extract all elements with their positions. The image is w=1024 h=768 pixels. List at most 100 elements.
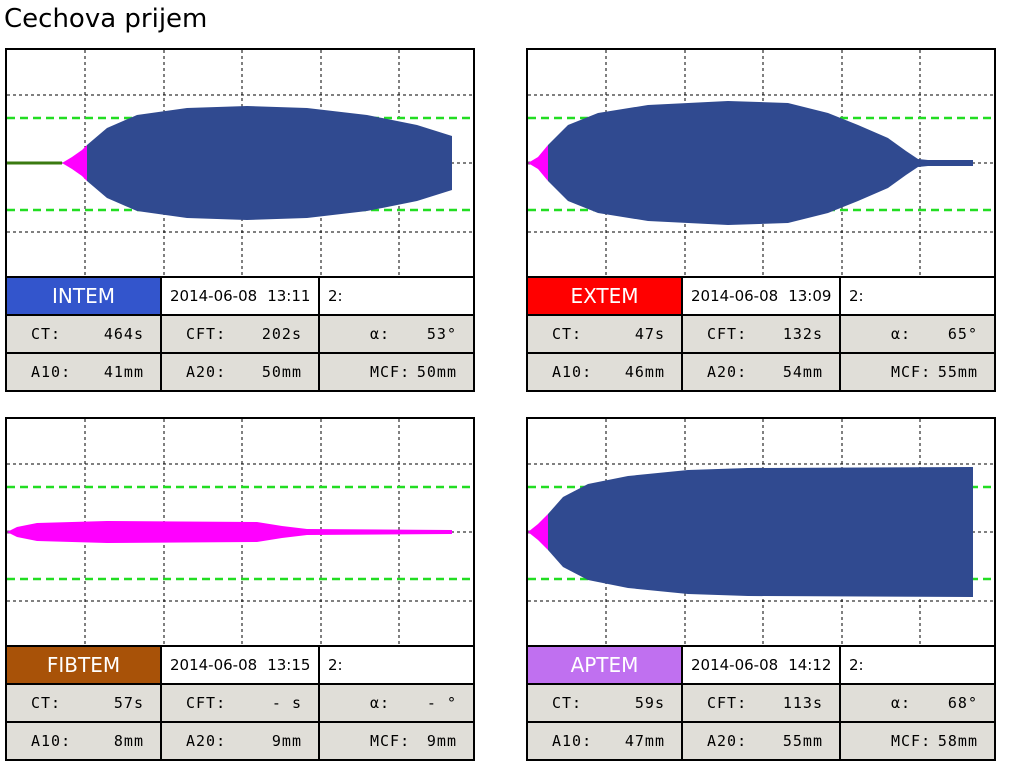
parameter-value: 113s xyxy=(782,694,823,712)
parameter-label: α: xyxy=(370,694,391,712)
parameter-value: 47s xyxy=(634,325,665,343)
parameter: CFT: - s xyxy=(160,683,320,723)
parameter-value: 55mm xyxy=(937,363,978,381)
parameter: A20: 54mm xyxy=(681,352,841,392)
timestamp: 2014-06-08 13:15 xyxy=(160,645,320,685)
date: 2014-06-08 xyxy=(691,656,779,674)
parameter: A20: 9mm xyxy=(160,721,320,761)
parameter-value: 59s xyxy=(634,694,665,712)
parameter-label: A20: xyxy=(707,732,748,750)
parameter-label: CFT: xyxy=(186,325,227,343)
parameter: CT: 464s xyxy=(5,314,162,354)
parameter-value: 65° xyxy=(947,325,978,343)
parameter-label: A10: xyxy=(552,363,593,381)
parameter: CT: 59s xyxy=(526,683,683,723)
parameter-value: 68° xyxy=(947,694,978,712)
date: 2014-06-08 xyxy=(170,656,258,674)
test-name-text: FIBTEM xyxy=(46,653,121,677)
parameter-label: α: xyxy=(370,325,391,343)
graph xyxy=(528,419,994,645)
test-name-text: INTEM xyxy=(52,284,115,308)
time: 14:12 xyxy=(788,656,832,674)
panel: FIBTEM 2014-06-08 13:15 2: CT: 57s CFT: - s α: - … xyxy=(5,417,475,761)
parameter-label: α: xyxy=(891,694,912,712)
parameter-value: 9mm xyxy=(426,732,457,750)
channel-text: 2: xyxy=(849,287,864,305)
parameter-value: 9mm xyxy=(271,732,302,750)
parameter-label: MCF: xyxy=(891,732,932,750)
graph-area xyxy=(526,48,996,278)
channel: 2: xyxy=(318,276,475,316)
graph xyxy=(7,419,473,645)
parameter: CFT: 202s xyxy=(160,314,320,354)
parameter-label: CT: xyxy=(31,325,62,343)
panel: EXTEM 2014-06-08 13:09 2: CT: 47s CFT: 132s α: 65… xyxy=(526,48,996,392)
parameter: α: 65° xyxy=(839,314,996,354)
parameter-label: A20: xyxy=(186,363,227,381)
test-name: FIBTEM xyxy=(5,645,162,685)
parameter: α: 68° xyxy=(839,683,996,723)
parameter: MCF: 9mm xyxy=(318,721,475,761)
parameter-value: 58mm xyxy=(937,732,978,750)
parameter: CFT: 113s xyxy=(681,683,841,723)
parameter: MCF: 58mm xyxy=(839,721,996,761)
parameter-value: 57s xyxy=(113,694,144,712)
graph-area xyxy=(5,48,475,278)
time: 13:15 xyxy=(267,656,311,674)
page-title: Cechova prijem xyxy=(4,4,208,34)
channel: 2: xyxy=(839,276,996,316)
parameter-label: CFT: xyxy=(707,325,748,343)
graph xyxy=(7,50,473,276)
parameter-label: A20: xyxy=(186,732,227,750)
parameter-label: A10: xyxy=(552,732,593,750)
timestamp: 2014-06-08 13:11 xyxy=(160,276,320,316)
parameter-value: - s xyxy=(271,694,302,712)
channel: 2: xyxy=(839,645,996,685)
parameter: A20: 50mm xyxy=(160,352,320,392)
parameter: MCF: 55mm xyxy=(839,352,996,392)
parameter-value: 8mm xyxy=(113,732,144,750)
parameter-value: 50mm xyxy=(261,363,302,381)
parameter: A10: 8mm xyxy=(5,721,162,761)
parameter-label: CT: xyxy=(552,694,583,712)
parameter-value: 464s xyxy=(103,325,144,343)
channel: 2: xyxy=(318,645,475,685)
parameter-label: CFT: xyxy=(707,694,748,712)
channel-text: 2: xyxy=(328,656,343,674)
parameter-label: A10: xyxy=(31,732,72,750)
test-name: EXTEM xyxy=(526,276,683,316)
parameter: α: 53° xyxy=(318,314,475,354)
parameter-label: CT: xyxy=(552,325,583,343)
parameter: A10: 47mm xyxy=(526,721,683,761)
parameter-value: 46mm xyxy=(624,363,665,381)
parameter-value: - ° xyxy=(426,694,457,712)
date: 2014-06-08 xyxy=(691,287,779,305)
trace-clotting xyxy=(7,521,452,543)
timestamp: 2014-06-08 13:09 xyxy=(681,276,841,316)
parameter-value: 54mm xyxy=(782,363,823,381)
channel-text: 2: xyxy=(849,656,864,674)
channel-text: 2: xyxy=(328,287,343,305)
parameter-label: MCF: xyxy=(370,732,411,750)
parameter-value: 55mm xyxy=(782,732,823,750)
parameter-value: 202s xyxy=(261,325,302,343)
parameter: A10: 41mm xyxy=(5,352,162,392)
date: 2014-06-08 xyxy=(170,287,258,305)
parameter: CT: 47s xyxy=(526,314,683,354)
parameter-label: CT: xyxy=(31,694,62,712)
test-name-text: EXTEM xyxy=(570,284,639,308)
parameter-label: A10: xyxy=(31,363,72,381)
panel: INTEM 2014-06-08 13:11 2: CT: 464s CFT: 202s α: 5… xyxy=(5,48,475,392)
parameter-label: MCF: xyxy=(370,363,411,381)
parameter-value: 47mm xyxy=(624,732,665,750)
parameter: CT: 57s xyxy=(5,683,162,723)
graph xyxy=(528,50,994,276)
trace-clotting xyxy=(528,145,548,181)
trace-clotting xyxy=(62,145,87,181)
parameter-value: 50mm xyxy=(416,363,457,381)
time: 13:11 xyxy=(267,287,311,305)
graph-area xyxy=(526,417,996,647)
test-name: INTEM xyxy=(5,276,162,316)
parameter-label: CFT: xyxy=(186,694,227,712)
